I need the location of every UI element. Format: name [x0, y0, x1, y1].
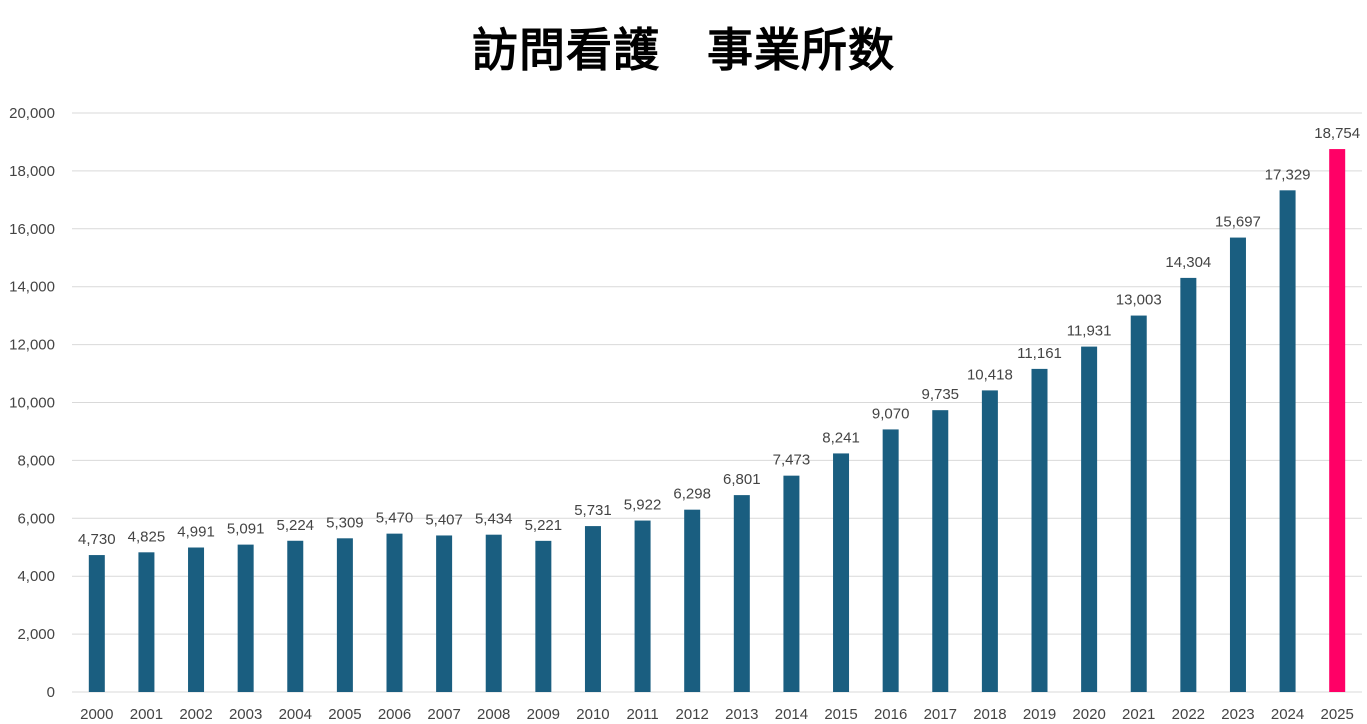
x-tick-label-2000: 2000 [80, 706, 113, 723]
data-label-2007: 5,407 [425, 511, 463, 528]
x-tick-label-2016: 2016 [874, 706, 907, 723]
x-tick-label-2011: 2011 [626, 706, 658, 723]
data-label-2001: 4,825 [128, 528, 166, 545]
bar-2013 [733, 495, 750, 692]
data-label-2014: 7,473 [773, 452, 811, 469]
data-label-2017: 9,735 [921, 386, 959, 403]
y-tick-label: 16,000 [9, 221, 55, 238]
y-tick-label: 10,000 [9, 395, 55, 412]
bar-2009 [535, 540, 552, 692]
bar-2019 [1031, 368, 1048, 692]
x-tick-label-2013: 2013 [725, 706, 758, 723]
data-label-2005: 5,309 [326, 514, 364, 531]
bar-2021 [1130, 315, 1147, 692]
data-label-2018: 10,418 [967, 366, 1013, 383]
data-label-2010: 5,731 [574, 502, 612, 519]
x-tick-label-2008: 2008 [477, 706, 510, 723]
y-tick-label: 20,000 [9, 105, 55, 122]
data-label-2016: 9,070 [872, 405, 910, 422]
x-tick-label-2014: 2014 [775, 706, 808, 723]
x-tick-label-2010: 2010 [576, 706, 609, 723]
bar-2001 [138, 552, 155, 692]
data-label-2015: 8,241 [822, 429, 860, 446]
bar-2023 [1229, 237, 1246, 693]
data-label-2020: 11,931 [1067, 323, 1112, 340]
y-tick-label: 14,000 [9, 279, 55, 296]
y-tick-label: 4,000 [17, 568, 55, 585]
x-tick-label-2021: 2021 [1122, 706, 1155, 723]
y-tick-label: 12,000 [9, 337, 55, 354]
data-label-2023: 15,697 [1215, 214, 1261, 231]
bar-2012 [684, 509, 701, 692]
x-tick-label-2023: 2023 [1221, 706, 1254, 723]
bar-2007 [436, 535, 453, 692]
bar-2018 [981, 390, 998, 692]
bars [88, 149, 1346, 693]
x-tick-label-2007: 2007 [427, 706, 460, 723]
bar-2024 [1279, 190, 1296, 693]
x-tick-label-2022: 2022 [1172, 706, 1205, 723]
data-label-2009: 5,221 [525, 517, 563, 534]
x-tick-label-2015: 2015 [824, 706, 857, 723]
data-label-2019: 11,161 [1017, 345, 1062, 362]
bar-2015 [833, 453, 850, 692]
bar-2004 [287, 540, 304, 692]
data-labels: 4,730 4,825 4,991 5,091 5,224 5,309 5,470 5,407… [78, 125, 1360, 548]
x-axis-ticks: 2000 2001 2002 2003 2004 2005 2006 2007 2008 2009… [80, 706, 1354, 723]
bar-2000 [88, 555, 105, 692]
data-label-2025: 18,754 [1314, 125, 1360, 142]
x-tick-label-2019: 2019 [1023, 706, 1056, 723]
data-label-2021: 13,003 [1116, 292, 1162, 309]
bar-2002 [188, 547, 205, 692]
data-label-2012: 6,298 [673, 486, 711, 503]
x-tick-label-2006: 2006 [378, 706, 411, 723]
x-tick-label-2018: 2018 [973, 706, 1006, 723]
x-tick-label-2012: 2012 [676, 706, 709, 723]
y-tick-label: 6,000 [17, 510, 55, 527]
data-label-2008: 5,434 [475, 511, 513, 528]
bar-2025 [1329, 149, 1346, 692]
x-tick-label-2005: 2005 [328, 706, 361, 723]
bar-2006 [386, 533, 403, 692]
data-label-2003: 5,091 [227, 521, 265, 538]
data-label-2006: 5,470 [376, 510, 414, 527]
x-tick-label-2025: 2025 [1321, 706, 1354, 723]
x-tick-label-2003: 2003 [229, 706, 262, 723]
x-tick-label-2009: 2009 [527, 706, 560, 723]
y-tick-label: 18,000 [9, 163, 55, 180]
bar-2022 [1180, 277, 1197, 692]
y-tick-label: 2,000 [17, 626, 55, 643]
data-label-2013: 6,801 [723, 471, 761, 488]
data-label-2024: 17,329 [1265, 166, 1311, 183]
x-tick-label-2001: 2001 [130, 706, 163, 723]
x-tick-label-2020: 2020 [1072, 706, 1105, 723]
x-tick-label-2002: 2002 [179, 706, 212, 723]
bar-2010 [584, 526, 601, 692]
x-tick-label-2024: 2024 [1271, 706, 1304, 723]
x-tick-label-2017: 2017 [924, 706, 957, 723]
data-label-2004: 5,224 [276, 517, 314, 534]
data-label-2022: 14,304 [1165, 254, 1211, 271]
y-tick-label: 8,000 [17, 452, 55, 469]
data-label-2000: 4,730 [78, 531, 116, 548]
bar-2008 [485, 534, 502, 692]
gridlines [72, 112, 1362, 693]
bar-2014 [783, 475, 800, 692]
bar-2016 [882, 429, 899, 692]
bar-2017 [932, 410, 949, 692]
data-label-2011: 5,922 [624, 497, 662, 514]
bar-2005 [336, 538, 353, 692]
data-label-2002: 4,991 [177, 524, 215, 541]
x-tick-label-2004: 2004 [279, 706, 312, 723]
y-axis-ticks: 0 2,000 4,000 6,000 8,000 10,000 12,000 14,000 1… [9, 105, 55, 701]
bar-2003 [237, 544, 254, 692]
bar-2020 [1081, 346, 1098, 692]
y-tick-label: 0 [47, 684, 55, 701]
chart-title: 訪問看護 事業所数 [472, 23, 895, 77]
bar-2011 [634, 520, 651, 692]
